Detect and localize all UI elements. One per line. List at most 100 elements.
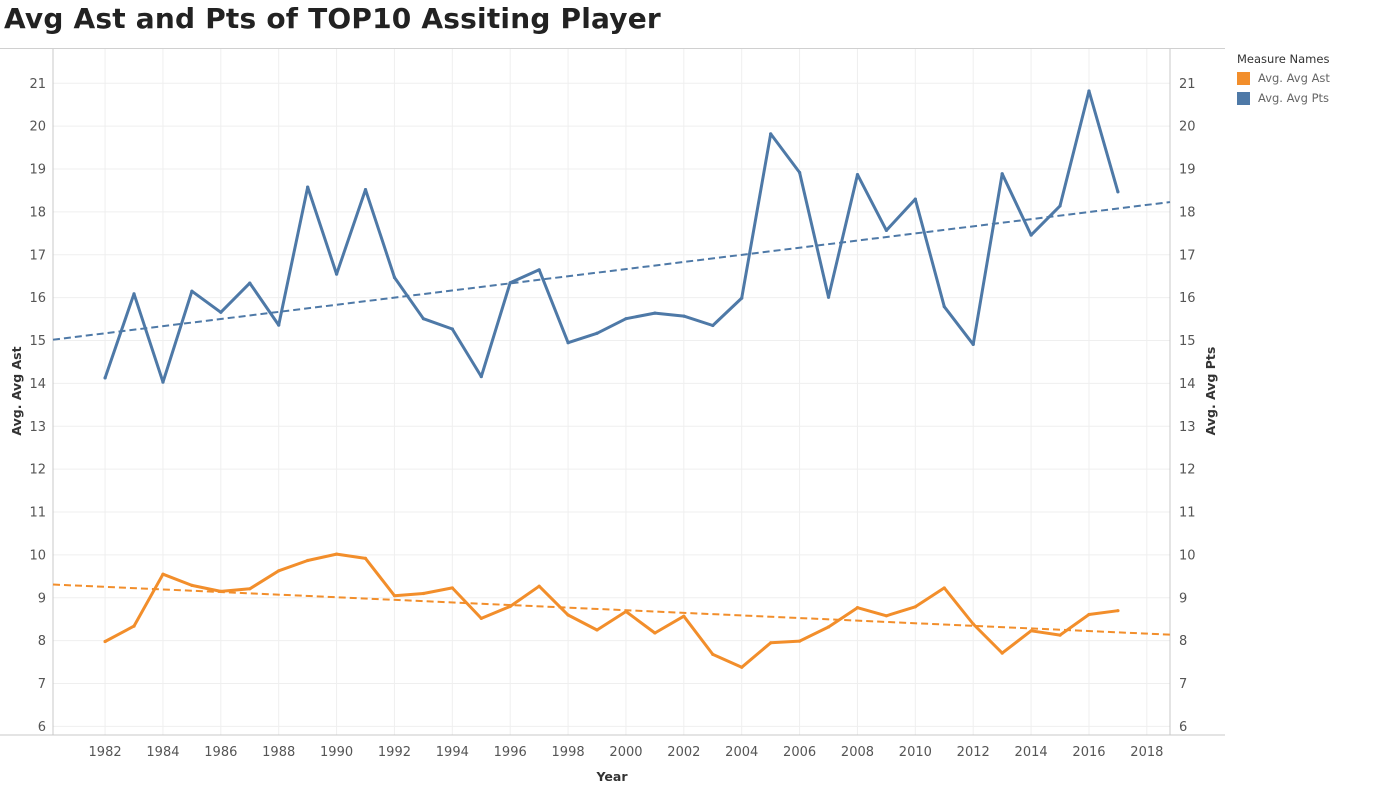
- y-tick-label-left: 10: [29, 548, 46, 563]
- series-line-pts: [103, 89, 1120, 384]
- data-point-pts: [1116, 190, 1120, 194]
- data-point-ast: [132, 624, 136, 628]
- y-tick-label-left: 12: [29, 463, 46, 478]
- legend-label-pts: Avg. Avg Pts: [1258, 91, 1329, 105]
- data-point-ast: [1029, 629, 1033, 633]
- data-point-pts: [363, 188, 368, 192]
- data-point-pts: [190, 289, 194, 293]
- y-tick-label-left: 20: [29, 120, 46, 135]
- data-point-ast: [711, 652, 715, 656]
- data-point-ast: [190, 583, 194, 587]
- x-tick-label: 1982: [89, 745, 122, 760]
- trend-line-pts: [52, 201, 1171, 341]
- data-point-ast: [392, 594, 397, 598]
- title-divider: [0, 48, 1225, 49]
- legend-swatch-pts: [1237, 91, 1250, 105]
- x-tick-label: 1986: [204, 745, 237, 760]
- data-point-pts: [913, 197, 917, 201]
- data-point-ast: [306, 558, 310, 563]
- y-tick-label-right: 15: [1179, 334, 1196, 349]
- y-tick-label-left: 11: [29, 506, 46, 521]
- x-tick-label: 2006: [783, 745, 816, 760]
- data-point-pts: [653, 311, 657, 315]
- data-point-ast: [653, 631, 657, 635]
- x-tick-label: 2004: [725, 745, 758, 760]
- data-point-pts: [566, 341, 570, 345]
- x-tick-label: 2018: [1130, 745, 1163, 760]
- x-tick-label: 2012: [957, 745, 990, 760]
- data-point-pts: [971, 342, 975, 347]
- data-point-ast: [740, 665, 744, 669]
- y-tick-label-left: 17: [29, 248, 46, 263]
- y-tick-label-right: 13: [1179, 420, 1196, 435]
- data-point-ast: [913, 605, 917, 609]
- data-point-ast: [479, 616, 483, 620]
- data-point-ast: [334, 552, 339, 556]
- y-tick-label-left: 21: [29, 77, 46, 92]
- data-point-pts: [161, 380, 165, 384]
- y-tick-label-left: 6: [38, 720, 46, 735]
- series-line-ast: [103, 552, 1120, 669]
- y-axis-title-left: Avg. Avg Ast: [9, 346, 24, 435]
- data-point-pts: [479, 374, 483, 379]
- data-point-pts: [508, 281, 512, 285]
- data-point-ast: [450, 586, 454, 590]
- legend-item-ast[interactable]: Avg. Avg Ast: [1237, 68, 1330, 88]
- data-point-pts: [1000, 172, 1004, 176]
- data-point-ast: [797, 639, 802, 643]
- data-point-ast: [971, 622, 975, 626]
- data-point-ast: [884, 614, 889, 618]
- data-point-pts: [942, 305, 946, 309]
- data-point-pts: [682, 314, 686, 318]
- data-point-ast: [595, 628, 599, 632]
- x-tick-label: 1990: [320, 745, 353, 760]
- data-point-pts: [537, 268, 541, 272]
- y-tick-label-right: 17: [1179, 248, 1196, 263]
- legend-title: Measure Names: [1237, 52, 1330, 66]
- data-point-pts: [421, 317, 426, 321]
- data-point-pts: [1058, 204, 1062, 208]
- y-tick-label-right: 21: [1179, 77, 1196, 92]
- data-point-pts: [711, 323, 715, 328]
- data-point-pts: [595, 331, 599, 335]
- y-axis-title-right: Avg. Avg Pts: [1203, 347, 1218, 436]
- data-point-pts: [1087, 89, 1091, 93]
- y-tick-label-right: 19: [1179, 163, 1196, 178]
- x-tick-label: 2002: [667, 745, 700, 760]
- legend-label-ast: Avg. Avg Ast: [1258, 71, 1330, 85]
- data-point-ast: [161, 572, 165, 576]
- y-tick-label-right: 11: [1179, 506, 1196, 521]
- legend: Measure Names Avg. Avg Ast Avg. Avg Pts: [1237, 52, 1330, 108]
- x-tick-label: 1984: [146, 745, 179, 760]
- data-point-ast: [566, 613, 570, 617]
- data-point-pts: [884, 228, 889, 232]
- y-tick-label-left: 14: [29, 377, 46, 392]
- x-tick-label: 1998: [552, 745, 585, 760]
- data-point-ast: [103, 639, 107, 644]
- data-point-pts: [450, 327, 454, 331]
- y-tick-label-right: 14: [1179, 377, 1196, 392]
- y-tick-label-right: 10: [1179, 548, 1196, 563]
- data-point-ast: [1058, 633, 1062, 637]
- y-tick-label-right: 6: [1179, 720, 1187, 735]
- y-tick-label-left: 9: [38, 591, 46, 606]
- data-point-pts: [219, 310, 223, 314]
- data-point-pts: [306, 185, 310, 189]
- data-point-pts: [334, 272, 339, 276]
- x-axis-title: Year: [596, 769, 629, 784]
- data-point-pts: [855, 173, 860, 177]
- data-point-ast: [624, 609, 628, 614]
- y-tick-label-left: 18: [29, 205, 46, 220]
- y-tick-label-right: 12: [1179, 463, 1196, 478]
- legend-item-pts[interactable]: Avg. Avg Pts: [1237, 88, 1330, 108]
- y-tick-label-left: 15: [29, 334, 46, 349]
- x-tick-label: 2010: [899, 745, 932, 760]
- data-point-pts: [132, 292, 136, 296]
- legend-swatch-ast: [1237, 71, 1250, 85]
- data-point-pts: [103, 376, 107, 380]
- x-tick-label: 1996: [494, 745, 527, 760]
- x-tick-label: 2014: [1015, 745, 1048, 760]
- chart-title: Avg Ast and Pts of TOP10 Assiting Player: [4, 2, 661, 35]
- y-tick-label-left: 13: [29, 420, 46, 435]
